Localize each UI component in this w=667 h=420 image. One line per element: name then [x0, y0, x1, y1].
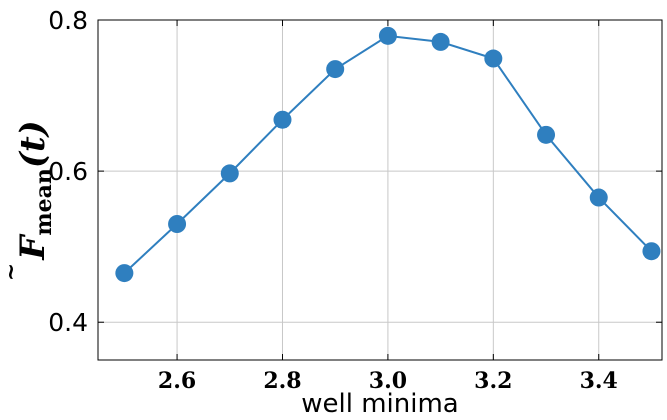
data-point: [431, 32, 450, 51]
grid-lines: [98, 19, 662, 360]
y-axis-label-args: (t): [13, 120, 53, 168]
y-axis-label-tilde: ~: [0, 263, 24, 281]
data-point: [537, 125, 556, 144]
x-tick-label: 3.2: [474, 368, 512, 394]
data-point: [589, 188, 608, 207]
data-point: [484, 49, 503, 68]
y-tick-label: 0.8: [48, 6, 88, 35]
data-point: [378, 26, 397, 45]
data-series: [115, 26, 661, 283]
y-axis-label-symbol: F: [13, 233, 53, 261]
axis-ticks: 2.6 2.8 3.0 3.2 3.4 0.4 0.6 0.8: [48, 6, 662, 394]
data-point: [273, 110, 292, 129]
plot-frame: [97, 19, 663, 361]
x-axis-label: well minima: [301, 389, 459, 419]
data-point: [642, 242, 661, 261]
y-tick-label: 0.6: [48, 157, 88, 186]
data-point: [220, 164, 239, 183]
x-tick-label: 3.0: [369, 368, 407, 394]
x-tick-label: 2.8: [263, 368, 301, 394]
x-tick-label: 3.4: [580, 368, 618, 394]
y-axis-label: Fmean(t): [13, 120, 57, 261]
y-axis-label-subscript: mean: [31, 168, 57, 236]
data-point: [326, 60, 345, 79]
x-tick-label: 2.6: [158, 368, 196, 394]
data-point: [168, 215, 187, 233]
y-tick-label: 0.4: [48, 308, 88, 337]
data-point: [115, 264, 134, 283]
